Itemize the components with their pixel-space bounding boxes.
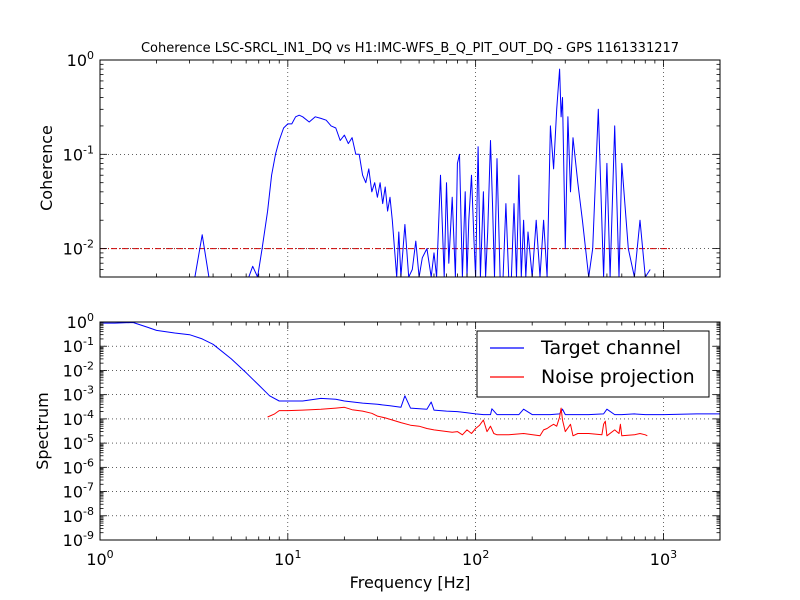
spectrum-y-tick-label: 100 bbox=[67, 311, 94, 332]
spectrum-legend: Target channel Noise projection bbox=[476, 330, 710, 398]
spectrum-x-tick-label: 100 bbox=[86, 548, 113, 569]
spectrum-plot-lines bbox=[100, 322, 720, 437]
legend-box bbox=[476, 330, 710, 398]
spectrum-y-tick-label: 10-2 bbox=[63, 359, 94, 380]
coherence-y-axis-label: Coherence bbox=[37, 125, 56, 211]
coherence-plot-lines bbox=[100, 68, 671, 278]
coherence-y-tick-label: 100 bbox=[67, 49, 94, 70]
spectrum-axis-ticks: 10010-110-210-310-410-510-610-710-810-91… bbox=[63, 311, 720, 569]
coherence-plot-frame bbox=[99, 59, 721, 278]
spectrum-plot-frame bbox=[99, 321, 721, 541]
spectrum-y-tick-label: 10-5 bbox=[63, 432, 94, 453]
coherence-y-tick-label: 10-2 bbox=[63, 238, 94, 259]
spectrum-y-tick-label: 10-9 bbox=[63, 529, 94, 550]
legend-noise-projection-label: Noise projection bbox=[541, 366, 695, 388]
coherence-plot-title: Coherence LSC-SRCL_IN1_DQ vs H1:IMC-WFS_… bbox=[141, 41, 679, 56]
coherence-y-tick-label: 10-1 bbox=[63, 143, 94, 164]
spectrum-y-tick-label: 10-7 bbox=[63, 481, 94, 502]
spectrum-noise-projection-line bbox=[267, 406, 648, 437]
spectrum-y-tick-label: 10-8 bbox=[63, 505, 94, 526]
coherence-gridlines bbox=[100, 60, 720, 277]
coherence-axis-ticks: 100 10-1 10-2 bbox=[63, 49, 720, 277]
spectrum-x-tick-label: 101 bbox=[274, 548, 301, 569]
legend-target-channel-label: Target channel bbox=[540, 337, 681, 359]
spectrum-x-tick-label: 103 bbox=[650, 548, 677, 569]
spectrum-y-tick-label: 10-6 bbox=[63, 456, 94, 477]
spectrum-y-tick-label: 10-3 bbox=[63, 384, 94, 405]
coherence-series-0-line bbox=[194, 68, 651, 278]
spectrum-target-channel-line bbox=[100, 322, 720, 416]
spectrum-y-tick-label: 10-4 bbox=[63, 408, 94, 429]
frequency-x-axis-label: Frequency [Hz] bbox=[350, 573, 471, 592]
spectrum-y-axis-label: Spectrum bbox=[33, 392, 52, 470]
spectrum-y-tick-label: 10-1 bbox=[63, 335, 94, 356]
spectrum-x-tick-label: 102 bbox=[462, 548, 489, 569]
